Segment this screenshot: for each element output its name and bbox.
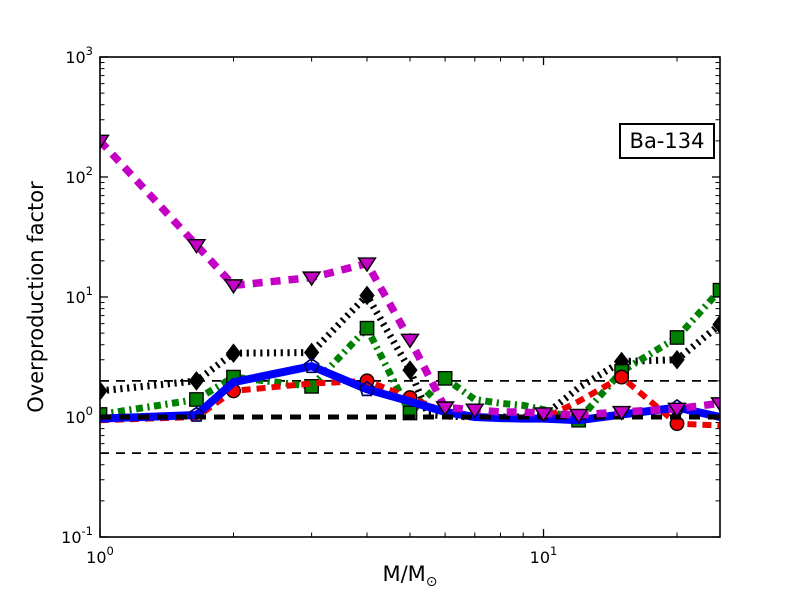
sun-symbol: ⊙ <box>425 574 438 590</box>
isotope-annotation-box: Ba-134 <box>619 123 715 159</box>
series-black-dotted-diamonds <box>100 285 720 421</box>
y-tick-label: 100 <box>65 404 93 427</box>
x-axis-label-main: M/M <box>382 562 426 586</box>
x-axis-label: M/M⊙ <box>382 562 437 590</box>
y-tick-label: 103 <box>65 44 93 67</box>
y-tick-label: 101 <box>65 284 93 307</box>
x-tick-label: 100 <box>86 544 114 567</box>
series-magenta-thick-dashed-triangles <box>100 134 720 424</box>
axes-frame <box>99 56 721 538</box>
y-axis-label: Overproduction factor <box>24 181 48 413</box>
y-tick-label: 102 <box>65 164 93 187</box>
x-tick-label: 101 <box>530 544 558 567</box>
y-tick-label: 10-1 <box>61 524 93 547</box>
